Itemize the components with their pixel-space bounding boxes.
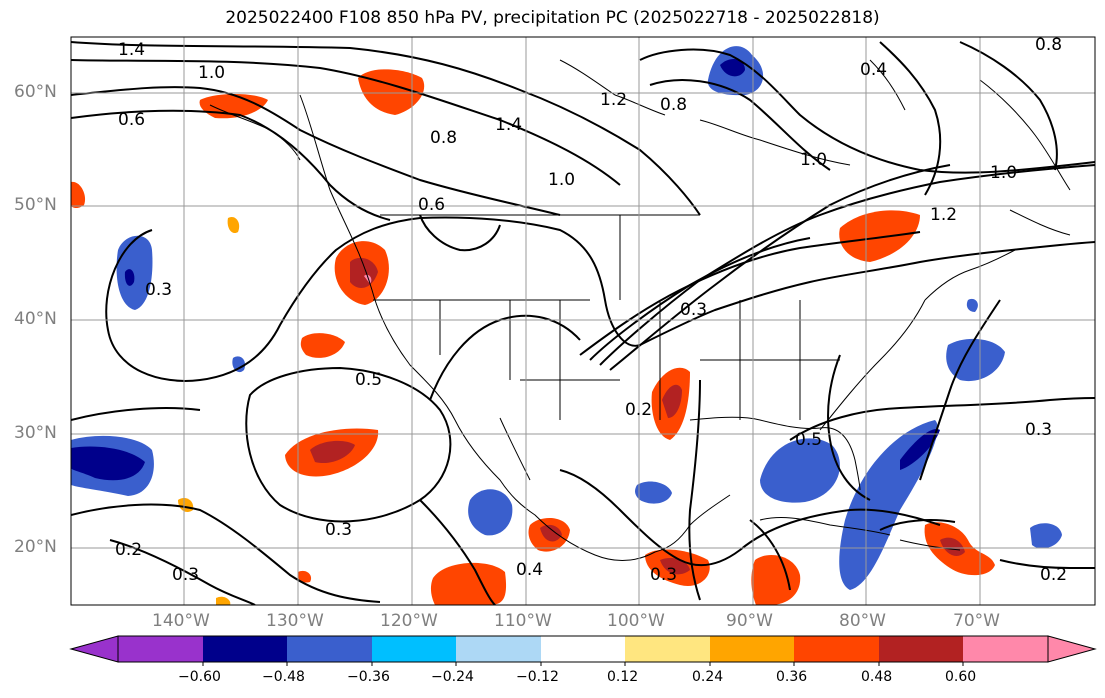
figure-title: 2025022400 F108 850 hPa PV, precipitatio… — [225, 8, 880, 28]
contour-label: 1.0 — [198, 63, 225, 83]
contour-label: 0.4 — [516, 560, 543, 580]
contour-label: 1.4 — [118, 40, 145, 60]
colorbar-tick-label: 0.36 — [776, 669, 808, 685]
contour-label: 0.5 — [355, 370, 382, 390]
contour-label: 0.3 — [680, 300, 707, 320]
contour-label: 0.8 — [660, 95, 687, 115]
map-border — [70, 36, 1096, 606]
contour-label-group: 1.4 1.0 0.6 0.8 1.4 1.2 0.8 1.0 0.6 1.2 … — [115, 35, 1067, 585]
colorbar-tick-label: −0.24 — [431, 669, 474, 685]
coastlines — [209, 59, 1071, 561]
lat-label-60n: 60°N — [14, 82, 57, 102]
colorbar-segment — [710, 636, 794, 662]
contour-label: 0.8 — [1035, 35, 1062, 55]
contour-label: 1.0 — [548, 170, 575, 190]
contour-label: 1.0 — [800, 150, 827, 170]
lon-label-70w: 70°W — [953, 611, 1000, 631]
contour-label: 0.6 — [418, 195, 445, 215]
contour-label: 0.3 — [1025, 420, 1052, 440]
colorbar-segment — [203, 636, 287, 662]
colorbar-segment — [541, 636, 625, 662]
contour-label: 1.4 — [495, 115, 522, 135]
contour-label: 0.3 — [650, 565, 677, 585]
contour-label: 0.8 — [430, 128, 457, 148]
contour-label: 1.0 — [990, 163, 1017, 183]
map-area — [71, 37, 1095, 605]
lon-label-80w: 80°W — [839, 611, 886, 631]
colorbar-segment — [794, 636, 879, 662]
colorbar-segment — [625, 636, 710, 662]
colorbar-segment — [879, 636, 963, 662]
contour-label: 0.4 — [860, 60, 887, 80]
contour-label: 0.2 — [625, 400, 652, 420]
graticule — [71, 37, 1095, 605]
contour-label: 1.2 — [930, 205, 957, 225]
lon-label-120w: 120°W — [380, 611, 438, 631]
lon-label-100w: 100°W — [607, 611, 665, 631]
lon-label-110w: 110°W — [494, 611, 552, 631]
lat-label-30n: 30°N — [14, 423, 57, 443]
colorbar-tick-label: −0.60 — [178, 669, 221, 685]
lat-label-20n: 20°N — [14, 537, 57, 557]
lat-label-40n: 40°N — [14, 309, 57, 329]
colorbar-segment — [963, 636, 1048, 662]
colorbar-segment — [456, 636, 541, 662]
colorbar-tick-label: −0.12 — [516, 669, 559, 685]
pv-contours — [71, 41, 1095, 605]
colorbar-segment — [287, 636, 372, 662]
contour-label: 0.3 — [172, 565, 199, 585]
colorbar-over-arrow — [1047, 635, 1097, 663]
contour-label: 1.2 — [600, 90, 627, 110]
lon-label-90w: 90°W — [726, 611, 773, 631]
colorbar-tick-label: −0.48 — [262, 669, 305, 685]
contour-label: 0.2 — [115, 540, 142, 560]
colorbar — [69, 635, 1097, 666]
contour-label: 0.2 — [1040, 565, 1067, 585]
colorbar-under-arrow — [69, 635, 119, 663]
contour-label: 0.6 — [118, 110, 145, 130]
lat-label-50n: 50°N — [14, 195, 57, 215]
lon-label-130w: 130°W — [266, 611, 324, 631]
colorbar-segment — [372, 636, 456, 662]
lon-label-140w: 140°W — [152, 611, 210, 631]
contour-label: 0.3 — [325, 520, 352, 540]
colorbar-tick-label: 0.12 — [607, 669, 639, 685]
colorbar-tick-label: 0.60 — [945, 669, 977, 685]
contour-label: 0.3 — [145, 280, 172, 300]
colorbar-tick-label: 0.48 — [861, 669, 893, 685]
colorbar-segment — [118, 636, 203, 662]
colorbar-tick-label: 0.24 — [692, 669, 724, 685]
colorbar-tick-label: −0.36 — [347, 669, 390, 685]
contour-label: 0.5 — [795, 430, 822, 450]
colorbar-frame — [117, 635, 1049, 663]
